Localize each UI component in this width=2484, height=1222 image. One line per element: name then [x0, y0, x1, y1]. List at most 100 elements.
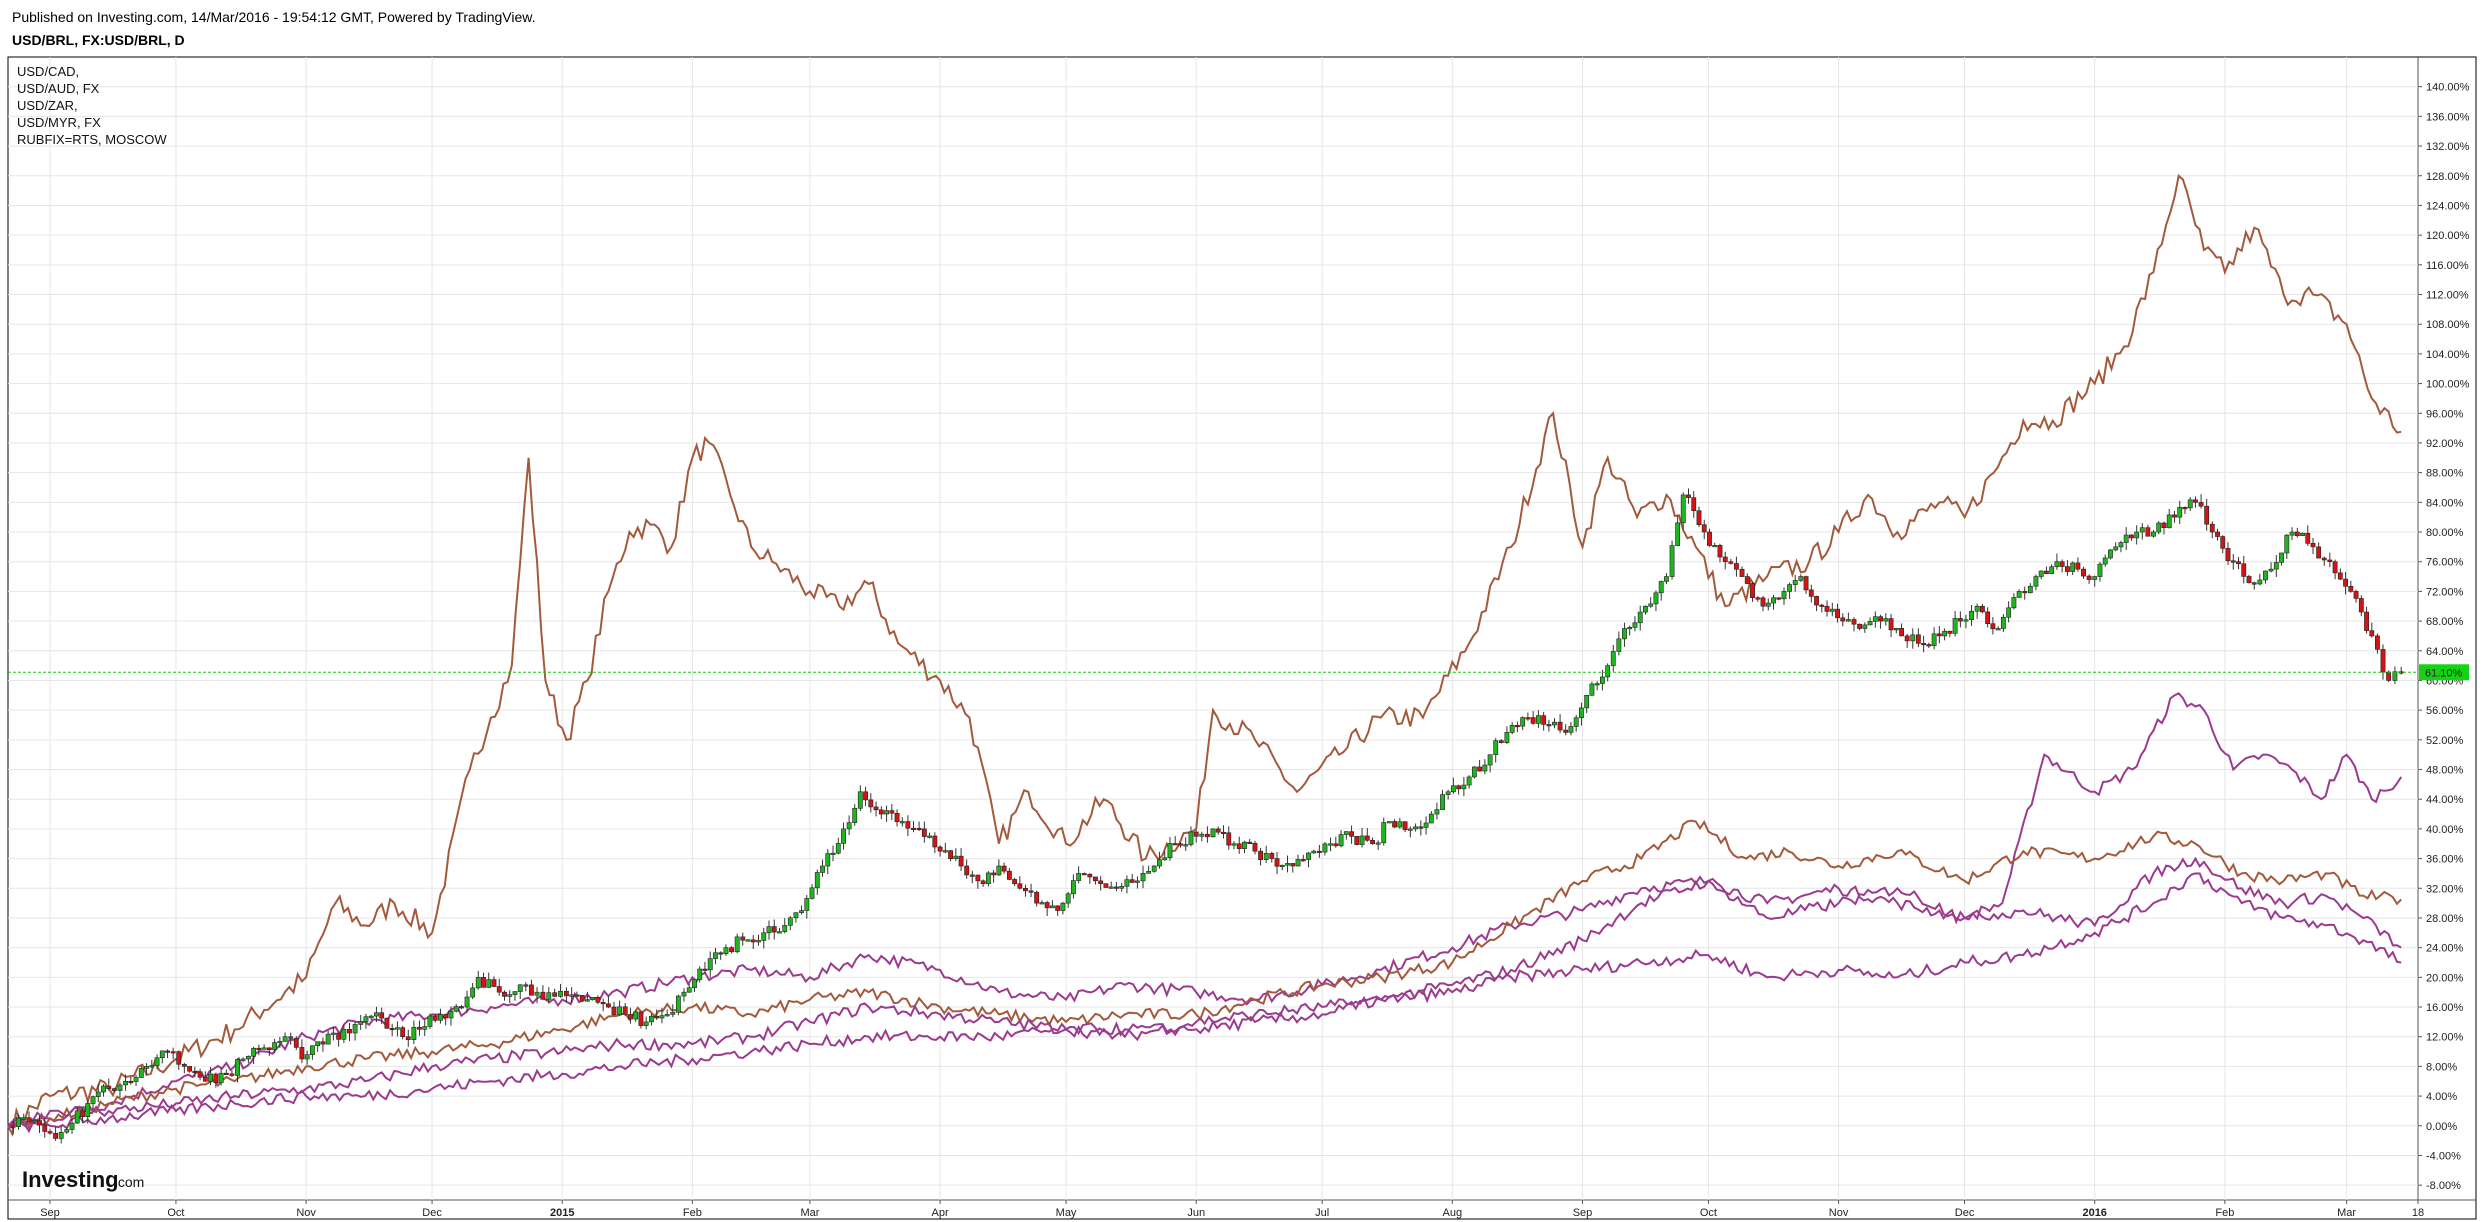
candle-body [2065, 566, 2070, 572]
y-tick-label: 36.00% [2426, 854, 2464, 866]
candle [1787, 582, 1793, 600]
candle [2187, 496, 2193, 511]
series-line-1 [7, 173, 2402, 1137]
candle-body [1969, 610, 1974, 621]
candle-body [1306, 852, 1311, 860]
candle-body [793, 912, 799, 919]
candle-body [507, 994, 513, 997]
candle [670, 1004, 676, 1018]
candle [611, 1001, 617, 1016]
candle [1461, 777, 1467, 797]
last-value-label: 61.10% [2425, 667, 2463, 679]
candle-body [1568, 726, 1574, 733]
candle-body [1477, 766, 1483, 772]
candle-body [814, 872, 820, 889]
candle-body [1899, 627, 1904, 637]
candle-body [2305, 532, 2311, 544]
candle [512, 991, 518, 1001]
candle [486, 972, 492, 988]
candle [2343, 571, 2348, 595]
candle [379, 1007, 385, 1024]
candle [1675, 515, 1681, 547]
candle-body [80, 1110, 85, 1117]
candle-body [1829, 608, 1835, 612]
candle [384, 1017, 390, 1029]
candle-body [1124, 879, 1130, 887]
candle [251, 1046, 257, 1065]
candle [90, 1095, 96, 1110]
candle [1028, 883, 1034, 898]
candle-body [835, 843, 841, 854]
candle [2172, 510, 2177, 523]
candle-body [1434, 809, 1440, 815]
candle [1739, 566, 1745, 578]
candle-body [1525, 717, 1531, 720]
candle-body [95, 1091, 101, 1097]
candle [932, 832, 938, 854]
candle [2113, 542, 2119, 552]
candle [1456, 784, 1462, 795]
y-tick-label: 128.00% [2426, 171, 2470, 183]
candle [2075, 557, 2081, 572]
candle [1792, 574, 1798, 592]
candle-body [771, 926, 777, 933]
candle-body [1669, 545, 1675, 577]
candle-body [552, 992, 558, 997]
candle-body [1734, 563, 1739, 570]
candle-body [1600, 676, 1605, 684]
candle [2044, 566, 2049, 575]
x-tick-label: 18 [2412, 1207, 2424, 1219]
candle-body [2348, 585, 2354, 592]
candle [1573, 714, 1579, 732]
candle-body [31, 1120, 37, 1123]
candle-body [1514, 725, 1520, 728]
candle [1279, 864, 1285, 871]
x-tick-label: Dec [1955, 1207, 1975, 1219]
candle-body [841, 828, 846, 844]
candle [2300, 532, 2305, 536]
candle [1135, 876, 1140, 889]
candle [2049, 564, 2055, 574]
candle-body [894, 812, 900, 823]
candle-body [600, 1002, 606, 1005]
candle [2246, 574, 2252, 584]
y-tick-label: 0.00% [2426, 1121, 2457, 1133]
candle-body [782, 925, 788, 932]
candle-body [1589, 683, 1595, 696]
candle [782, 918, 788, 934]
candle [1862, 622, 1868, 633]
candle [1776, 597, 1782, 601]
candle-body [617, 1006, 623, 1015]
candle [1979, 604, 1985, 614]
candle-body [111, 1088, 117, 1091]
candle [1594, 681, 1600, 691]
candle-body [745, 939, 751, 942]
candle [1990, 617, 1996, 635]
candle-body [1622, 628, 1627, 640]
candle [889, 804, 895, 820]
candle [1627, 625, 1633, 636]
candle-body [411, 1026, 417, 1040]
candle-body [889, 810, 895, 814]
candle [2241, 555, 2247, 584]
candle [1001, 862, 1007, 874]
candle [261, 1044, 267, 1050]
candle [1269, 851, 1275, 863]
candle-body [1627, 627, 1633, 630]
candle-body [2006, 607, 2012, 618]
candle-body [1584, 694, 1590, 709]
candle [2316, 542, 2322, 559]
candle-body [2139, 527, 2145, 533]
candle-body [1129, 879, 1135, 883]
candle-body [1300, 859, 1306, 862]
candle [1829, 602, 1835, 617]
candle-body [2011, 597, 2017, 609]
y-axis: -8.00% -4.00% 0.00% 4.00% 8.00% 12.00% 16.00% 2… [2418, 82, 2470, 1192]
candle-body [1060, 902, 1066, 911]
candle-body [1707, 531, 1712, 546]
candle-body [363, 1016, 369, 1023]
candle [336, 1032, 342, 1047]
candle [686, 983, 692, 993]
candle-body [58, 1131, 64, 1139]
